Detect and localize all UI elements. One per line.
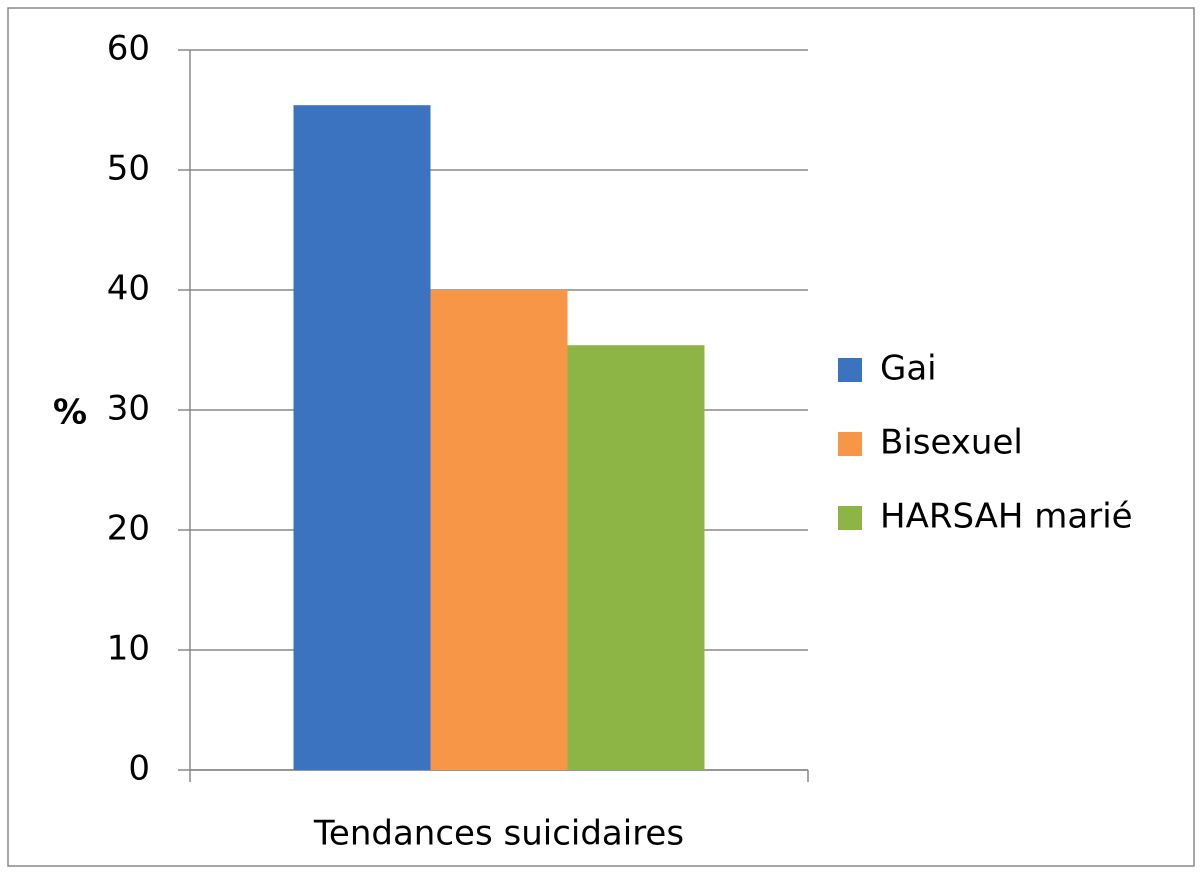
- legend-label: Gai: [880, 349, 937, 389]
- x-tick-label: Tendances suicidaires: [313, 814, 684, 854]
- y-tick-label: 30: [107, 389, 150, 429]
- y-tick-label: 10: [107, 629, 150, 669]
- y-tick-label: 40: [107, 269, 150, 309]
- y-tick-label: 0: [128, 749, 150, 789]
- y-axis-label: %: [53, 393, 87, 433]
- bar: [293, 105, 431, 770]
- legend-swatch: [838, 358, 862, 382]
- y-tick-label: 20: [107, 509, 150, 549]
- legend-label: HARSAH marié: [880, 497, 1133, 537]
- y-tick-label: 50: [107, 149, 150, 189]
- legend-swatch: [838, 506, 862, 530]
- bar: [567, 345, 705, 770]
- bar: [430, 290, 568, 770]
- legend-swatch: [838, 432, 862, 456]
- legend-label: Bisexuel: [880, 423, 1023, 463]
- y-tick-label: 60: [107, 29, 150, 69]
